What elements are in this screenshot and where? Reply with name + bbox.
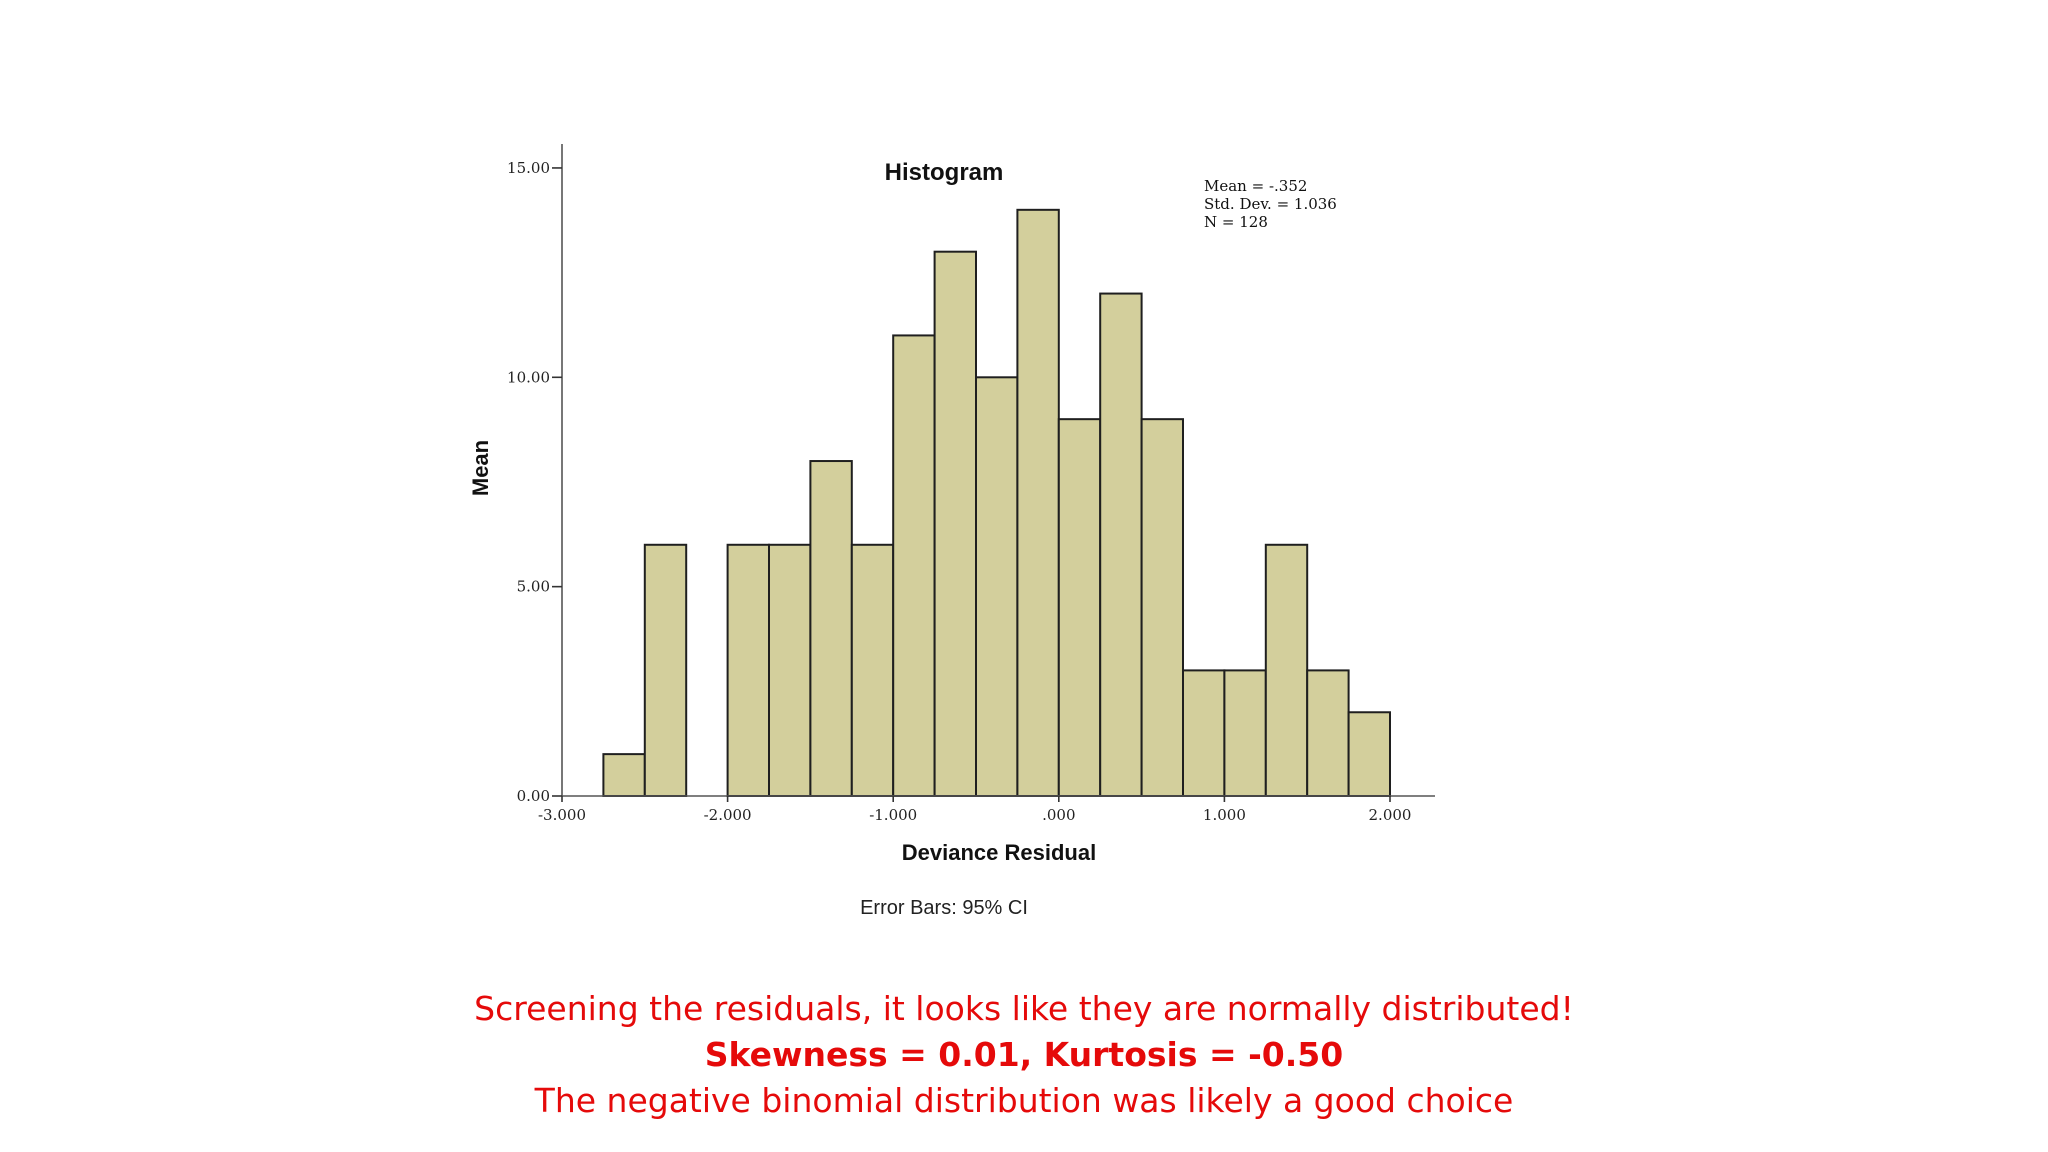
histogram-bar <box>1057 418 1102 797</box>
caption-line-2: Skewness = 0.01, Kurtosis = -0.50 <box>704 1035 1344 1074</box>
stats-n: N = 128 <box>1204 213 1268 231</box>
x-axis-title: Deviance Residual <box>902 840 1096 865</box>
stats-std-dev: Std. Dev. = 1.036 <box>1204 195 1337 213</box>
x-tick-label: -3.000 <box>538 806 586 824</box>
histogram-bar <box>1099 292 1143 797</box>
chart-title: Histogram <box>885 159 1004 186</box>
histogram-bar <box>1347 711 1391 798</box>
error-bars-footnote: Error Bars: 95% CI <box>860 897 1028 919</box>
histogram-bar <box>975 376 1019 797</box>
y-tick-label: 0.00 <box>517 787 550 805</box>
histogram-bar <box>1223 669 1267 798</box>
y-tick-label: 5.00 <box>517 578 550 596</box>
stats-box: Mean = -.352 Std. Dev. = 1.036 N = 128 <box>1204 177 1337 231</box>
histogram-bar <box>768 543 812 798</box>
histogram-bar <box>933 250 977 797</box>
histogram-bar <box>1140 418 1184 797</box>
caption-line-1: Screening the residuals, it looks like t… <box>474 989 1574 1028</box>
chart-axes <box>561 144 1435 797</box>
stats-mean: Mean = -.352 <box>1204 177 1307 195</box>
x-tick-label: 2.000 <box>1369 806 1412 824</box>
caption-line-3: The negative binomial distribution was l… <box>534 1081 1514 1120</box>
histogram-bar <box>1264 543 1309 798</box>
y-axis-title: Mean <box>468 440 493 496</box>
histogram-bar <box>850 543 895 798</box>
y-axis-ticks: 0.00 5.00 10.00 15.00 <box>507 159 562 805</box>
histogram-bar <box>892 334 936 797</box>
x-tick-label: -1.000 <box>869 806 917 824</box>
histogram-bar <box>1306 669 1350 798</box>
x-tick-label: -2.000 <box>704 806 752 824</box>
x-axis-ticks: -3.000 -2.000 -1.000 .000 1.000 2.000 <box>538 796 1411 824</box>
histogram-bar <box>809 460 853 797</box>
histogram-bar <box>1016 208 1060 797</box>
y-tick-label: 10.00 <box>507 368 550 386</box>
histogram-bar <box>1182 669 1226 798</box>
x-tick-label: .000 <box>1042 806 1075 824</box>
y-tick-label: 15.00 <box>507 159 550 177</box>
x-tick-label: 1.000 <box>1203 806 1246 824</box>
histogram-bars <box>602 208 1391 798</box>
histogram-bar <box>602 753 646 798</box>
histogram-bar <box>643 543 688 798</box>
histogram-bar <box>726 543 770 798</box>
